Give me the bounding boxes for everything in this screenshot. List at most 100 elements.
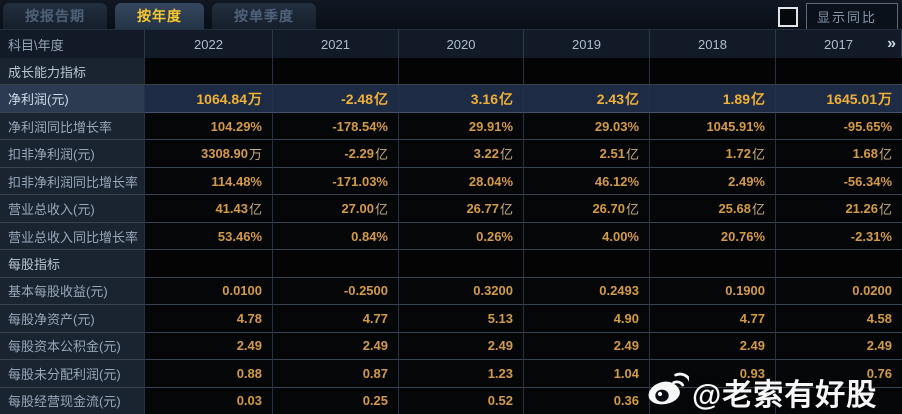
value-number: -2.48 — [341, 90, 373, 107]
table-row: 营业总收入同比增长率 53.46% 0.84% 0.26% 4.00% 20.76% -2.… — [0, 222, 902, 251]
value-number: 21.26 — [845, 201, 878, 217]
value-cell: 53.46% — [145, 222, 273, 251]
row-label: 每股净资产(元) — [0, 305, 145, 333]
value-cell — [145, 58, 273, 86]
value-cell — [650, 387, 776, 414]
unit-suffix: 亿 — [751, 147, 765, 163]
value-cell: 2.49% — [650, 167, 776, 196]
value-cell: -2.48 亿 — [273, 85, 399, 113]
row-label: 基本每股收益(元) — [0, 277, 145, 306]
value-cell: -2.29 亿 — [273, 140, 399, 168]
value-number: 25.68 — [718, 201, 751, 217]
table-row: 每股净资产(元) 4.78 4.77 5.13 4.90 4.77 4.58 — [0, 305, 902, 333]
value-cell: -95.65% — [776, 112, 902, 141]
yoy-controls: 显示同比 — [777, 3, 898, 31]
value-cell: 4.77 — [273, 305, 399, 333]
row-label: 营业总收入同比增长率 — [0, 222, 145, 251]
value-cell: 2.49 — [776, 332, 902, 361]
value-cell — [273, 58, 399, 86]
unit-suffix: 万 — [248, 147, 262, 163]
value-cell — [776, 387, 902, 414]
value-cell: 0.76 — [776, 360, 902, 388]
unit-suffix: 亿 — [374, 90, 388, 107]
value-cell: 1.72 亿 — [650, 140, 776, 168]
value-cell: 0.0100 — [145, 277, 273, 306]
value-number: 2.43 — [596, 90, 624, 107]
unit-suffix: 亿 — [751, 202, 765, 218]
value-cell — [399, 250, 524, 278]
value-number: 26.77 — [466, 201, 499, 217]
tab-by-quarter[interactable]: 按单季度 — [212, 3, 316, 29]
unit-suffix: 亿 — [374, 147, 388, 163]
table-header-row: 科目\年度 2022 2021 2020 2019 2018 2017 » — [0, 29, 902, 58]
value-cell: 1645.01 万 — [776, 85, 902, 113]
table-row: 成长能力指标 — [0, 58, 902, 86]
table-row: 净利润同比增长率 104.29% -178.54% 29.91% 29.03% 1045.… — [0, 112, 902, 141]
value-number: 26.70 — [592, 201, 625, 217]
value-cell: -0.2500 — [273, 277, 399, 306]
value-cell: 2.49 — [524, 332, 650, 361]
value-cell — [776, 250, 902, 278]
row-label: 扣非净利润同比增长率 — [0, 167, 145, 196]
value-number: 1645.01 — [826, 90, 877, 107]
table-row: 扣非净利润同比增长率 114.48% -171.03% 28.04% 46.12% 2.4… — [0, 167, 902, 196]
value-cell: 41.43 亿 — [145, 195, 273, 223]
value-number: 3.16 — [470, 90, 498, 107]
value-cell — [650, 58, 776, 86]
value-cell — [145, 250, 273, 278]
value-cell: 27.00 亿 — [273, 195, 399, 223]
more-years-icon[interactable]: » — [887, 35, 896, 52]
year-header-2018: 2018 — [650, 30, 776, 58]
value-cell: 1.04 — [524, 360, 650, 388]
value-cell: 28.04% — [399, 167, 524, 196]
unit-suffix: 亿 — [499, 90, 513, 107]
value-cell: 4.90 — [524, 305, 650, 333]
value-cell: 20.76% — [650, 222, 776, 251]
show-yoy-label[interactable]: 显示同比 — [805, 3, 898, 31]
value-cell: 2.43 亿 — [524, 85, 650, 113]
value-cell: 4.77 — [650, 305, 776, 333]
unit-suffix: 亿 — [499, 147, 513, 163]
value-cell: 1.68 亿 — [776, 140, 902, 168]
value-cell: 2.49 — [650, 332, 776, 361]
value-cell: 4.78 — [145, 305, 273, 333]
value-cell — [776, 58, 902, 86]
value-number: -2.29 — [344, 146, 374, 162]
value-number: 1.72 — [725, 146, 751, 162]
value-cell: 26.77 亿 — [399, 195, 524, 223]
unit-suffix: 亿 — [625, 202, 639, 218]
value-cell: 4.58 — [776, 305, 902, 333]
value-cell — [650, 250, 776, 278]
show-yoy-checkbox[interactable] — [777, 7, 798, 27]
table-row: 每股经营现金流(元) 0.03 0.25 0.52 0.36 — [0, 387, 902, 414]
row-label: 每股指标 — [0, 250, 145, 278]
value-cell: 3.22 亿 — [399, 140, 524, 168]
value-cell: 104.29% — [145, 112, 273, 141]
value-cell: -56.34% — [776, 167, 902, 196]
unit-suffix: 亿 — [751, 90, 765, 107]
row-label: 每股经营现金流(元) — [0, 387, 145, 414]
value-number: 1.89 — [722, 90, 750, 107]
value-cell — [524, 250, 650, 278]
value-number: 27.00 — [341, 201, 374, 217]
row-label: 每股未分配利润(元) — [0, 360, 145, 388]
unit-suffix: 万 — [878, 90, 892, 107]
value-cell: 1.23 — [399, 360, 524, 388]
row-label: 每股资本公积金(元) — [0, 332, 145, 361]
tab-by-year[interactable]: 按年度 — [115, 3, 204, 29]
value-cell: 0.84% — [273, 222, 399, 251]
value-number: 3.22 — [473, 146, 499, 162]
value-cell: 1045.91% — [650, 112, 776, 141]
value-cell: 4.00% — [524, 222, 650, 251]
value-cell: 0.93 — [650, 360, 776, 388]
value-cell: 1.89 亿 — [650, 85, 776, 113]
unit-suffix: 亿 — [878, 202, 892, 218]
value-cell: 0.88 — [145, 360, 273, 388]
unit-suffix: 亿 — [499, 202, 513, 218]
tab-by-report-period[interactable]: 按报告期 — [3, 3, 107, 29]
value-number: 41.43 — [215, 201, 248, 217]
value-cell — [524, 58, 650, 86]
value-cell: 0.26% — [399, 222, 524, 251]
row-label: 净利润同比增长率 — [0, 112, 145, 141]
table-body: 成长能力指标 净利润(元) 1064.84 万 -2.48 亿 3.16 亿 2.43 亿 1.89… — [0, 58, 902, 414]
